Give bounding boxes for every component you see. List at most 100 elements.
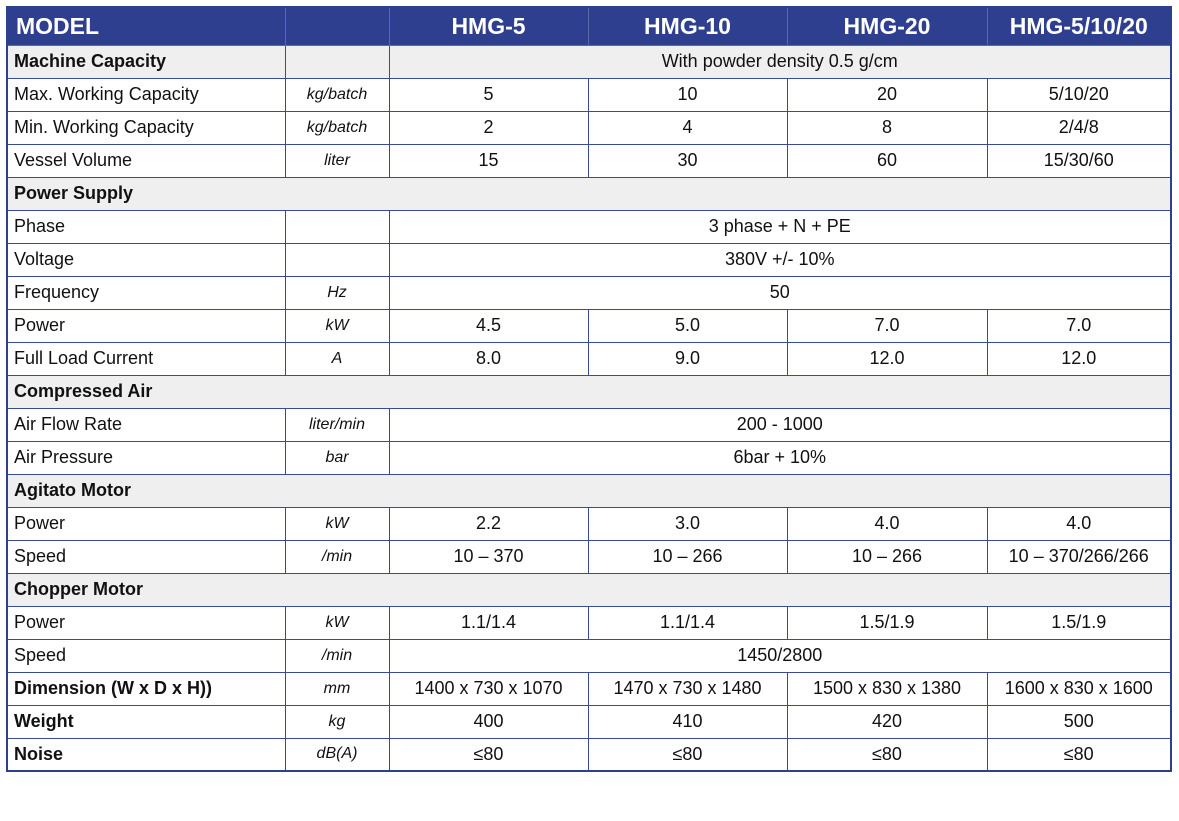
value-cell: 5/10/20 [986,77,1172,112]
row-label: Air Pressure [6,440,286,475]
unit-cell: A [284,341,390,376]
value-cell: 2 [388,110,589,145]
value-cell: 1470 x 730 x 1480 [587,671,788,706]
value-cell: 12.0 [986,341,1172,376]
table-row: Full Load Current A 8.0 9.0 12.0 12.0 [6,341,1172,376]
row-label: Max. Working Capacity [6,77,286,112]
table-row: Power kW 2.2 3.0 4.0 4.0 [6,506,1172,541]
unit-cell: dB(A) [284,737,390,772]
row-label: Voltage [6,242,286,277]
value-cell: 7.0 [986,308,1172,343]
section-title: Agitato Motor [6,473,1172,508]
value-cell: 500 [986,704,1172,739]
value-cell: 2/4/8 [986,110,1172,145]
value-cell: 10 – 266 [786,539,988,574]
value-cell: ≤80 [786,737,988,772]
section-row: Agitato Motor [6,473,1172,508]
row-label: Full Load Current [6,341,286,376]
row-label: Air Flow Rate [6,407,286,442]
value-cell: 10 [587,77,788,112]
value-cell: 1.5/1.9 [786,605,988,640]
span-value-cell: 200 - 1000 [388,407,1172,442]
span-value-cell: 50 [388,275,1172,310]
row-label: Speed [6,638,286,673]
unit-cell: liter [284,143,390,178]
table-row: Frequency Hz 50 [6,275,1172,310]
value-cell: 3.0 [587,506,788,541]
model-header-cell: MODEL [6,6,286,46]
value-cell: 5 [388,77,589,112]
table-row: Speed/min 10 – 370 10 – 266 10 – 266 10 – 37… [6,539,1172,574]
unit-cell: /min [284,638,390,673]
table-row: Power kW 1.1/1.4 1.1/1.4 1.5/1.9 1.5/1.9 [6,605,1172,640]
unit-cell [284,44,390,79]
row-label: Weight [6,704,286,739]
value-cell: 15 [388,143,589,178]
span-value-cell: 380V +/- 10% [388,242,1172,277]
value-cell: 4.0 [986,506,1172,541]
table-row: Max. Working Capacity kg/batch 5 10 20 5/10/2… [6,77,1172,112]
value-cell: 1.1/1.4 [388,605,589,640]
span-value-cell: 1450/2800 [388,638,1172,673]
model-name-cell: HMG-20 [786,6,988,46]
table-row: Air Pressure bar 6bar + 10% [6,440,1172,475]
value-cell: 4.0 [786,506,988,541]
unit-cell: /min [284,539,390,574]
value-cell: 30 [587,143,788,178]
unit-cell [284,242,390,277]
row-label: Noise [6,737,286,772]
unit-cell: kg/batch [284,77,390,112]
table-row: Air Flow Rate liter/min 200 - 1000 [6,407,1172,442]
spec-table-body: MODEL HMG-5 HMG-10 HMG-20 HMG-5/10/20 Ma… [6,6,1172,772]
section-row: Machine Capacity With powder density 0.5 … [6,44,1172,79]
unit-cell: liter/min [284,407,390,442]
section-title: Chopper Motor [6,572,1172,607]
value-cell: 1500 x 830 x 1380 [786,671,988,706]
value-cell: 10 – 266 [587,539,788,574]
value-cell: ≤80 [986,737,1172,772]
span-value-cell: 6bar + 10% [388,440,1172,475]
value-cell: ≤80 [587,737,788,772]
section-row: Compressed Air [6,374,1172,409]
value-cell: 1400 x 730 x 1070 [388,671,589,706]
unit-cell [284,209,390,244]
table-row: Voltage 380V +/- 10% [6,242,1172,277]
value-cell: 1.1/1.4 [587,605,788,640]
spec-table: MODEL HMG-5 HMG-10 HMG-20 HMG-5/10/20 Ma… [6,6,1172,772]
section-title: Compressed Air [6,374,1172,409]
value-cell: 420 [786,704,988,739]
unit-cell: kg [284,704,390,739]
model-name-cell: HMG-5 [388,6,589,46]
table-row: Phase 3 phase + N + PE [6,209,1172,244]
table-row: Min. Working Capacity kg/batch 2 4 8 2/4/8 [6,110,1172,145]
section-title: Machine Capacity [6,44,286,79]
section-title: Power Supply [6,176,1172,211]
table-row: Power kW 4.5 5.0 7.0 7.0 [6,308,1172,343]
row-label: Dimension (W x D x H)) [6,671,286,706]
value-cell: 8 [786,110,988,145]
value-cell: 2.2 [388,506,589,541]
unit-cell: kW [284,605,390,640]
model-name-cell: HMG-10 [587,6,788,46]
unit-cell: Hz [284,275,390,310]
unit-cell: kW [284,308,390,343]
value-cell: 60 [786,143,988,178]
table-row: Weight kg 400 410 420 500 [6,704,1172,739]
value-cell: 7.0 [786,308,988,343]
span-value-cell: 3 phase + N + PE [388,209,1172,244]
value-cell: ≤80 [388,737,589,772]
unit-cell: mm [284,671,390,706]
value-cell: 12.0 [786,341,988,376]
value-cell: 5.0 [587,308,788,343]
unit-header-cell [284,6,390,46]
table-row: Noise dB(A) ≤80 ≤80 ≤80 ≤80 [6,737,1172,772]
value-cell: 10 – 370/266/266 [986,539,1172,574]
value-cell: 10 – 370 [388,539,589,574]
row-label: Min. Working Capacity [6,110,286,145]
row-label: Vessel Volume [6,143,286,178]
value-cell: 1600 x 830 x 1600 [986,671,1172,706]
unit-cell: bar [284,440,390,475]
table-row: Dimension (W x D x H)) mm 1400 x 730 x 107… [6,671,1172,706]
row-label: Phase [6,209,286,244]
header-row: MODEL HMG-5 HMG-10 HMG-20 HMG-5/10/20 [6,6,1172,46]
